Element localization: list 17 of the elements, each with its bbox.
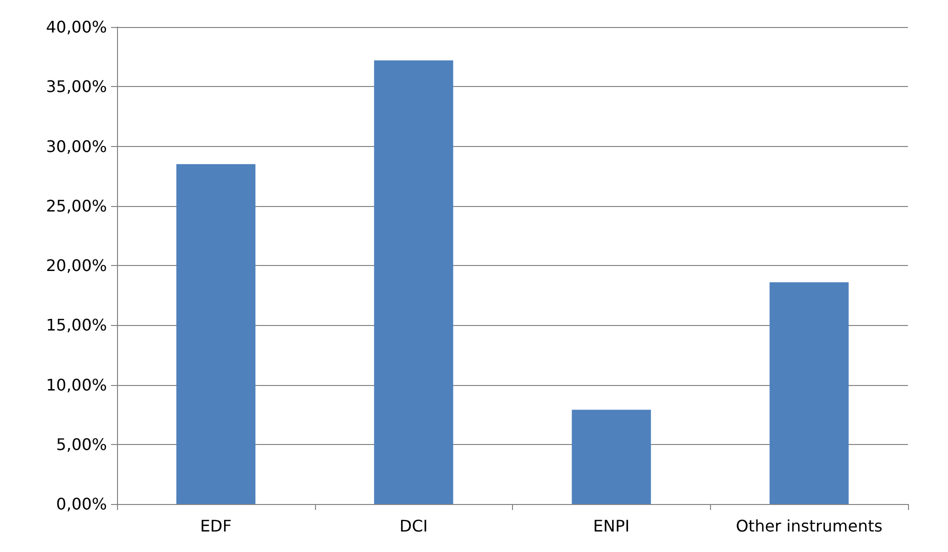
y-tick-label: 35,00% [46,77,107,96]
x-tick-label: ENPI [593,516,630,536]
x-tick-label: EDF [200,516,232,536]
y-tick-label: 20,00% [46,256,107,275]
bar [572,410,651,504]
y-tick-label: 5,00% [56,434,107,454]
y-tick-label: 10,00% [46,375,107,394]
bar [176,164,256,504]
y-tick-label: 40,00% [46,18,107,36]
y-tick-label: 30,00% [46,136,107,156]
y-tick-label: 25,00% [46,196,107,216]
x-tick-label: DCI [400,516,428,536]
x-tick-label: Other instruments [736,516,882,536]
y-tick-label: 15,00% [46,316,107,335]
y-tick-label: 0,00% [56,494,107,514]
bar [770,282,849,504]
bar [374,60,454,504]
